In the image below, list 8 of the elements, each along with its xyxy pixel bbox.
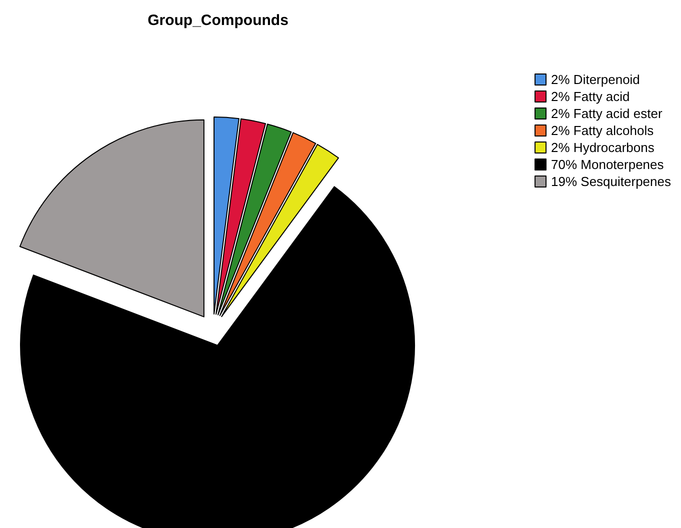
legend-label: 2% Fatty alcohols <box>551 123 654 138</box>
legend-label: 2% Fatty acid <box>551 89 630 104</box>
legend-label: 2% Diterpenoid <box>551 72 640 87</box>
legend-label: 2% Fatty acid ester <box>551 106 663 121</box>
legend-label: 19% Sesquiterpenes <box>551 174 672 189</box>
legend-label: 70% Monoterpenes <box>551 157 664 172</box>
chart-title: Group_Compounds <box>148 12 288 29</box>
legend-label: 2% Hydrocarbons <box>551 140 655 155</box>
